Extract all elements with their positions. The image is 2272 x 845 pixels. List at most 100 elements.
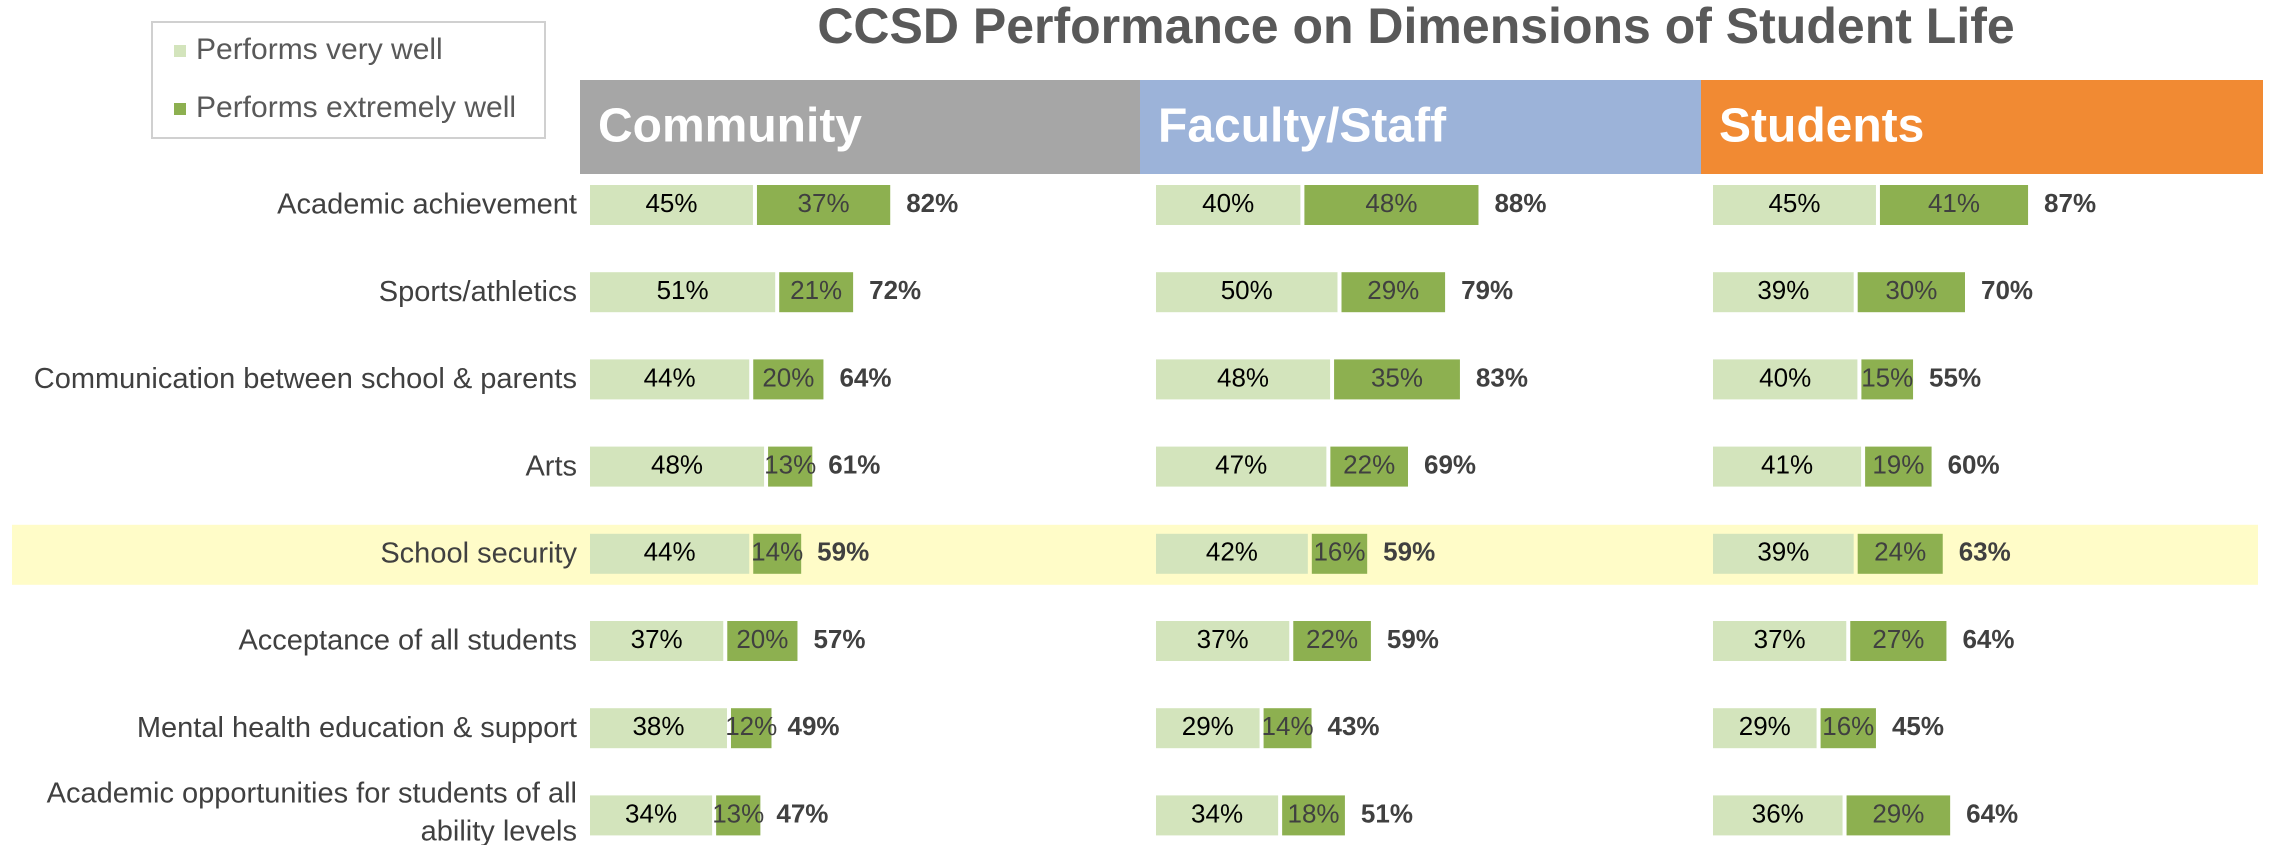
category-label: Mental health education & support xyxy=(137,712,577,744)
category-label: Academic achievement xyxy=(277,189,577,221)
legend-label: Performs very well xyxy=(196,33,443,66)
value-label: 37% xyxy=(1754,624,1806,654)
bar-segment xyxy=(590,708,727,749)
bar-segment xyxy=(1156,621,1290,661)
bar-segment xyxy=(1156,795,1279,836)
value-label: 20% xyxy=(762,362,814,392)
bar-segment xyxy=(1713,795,1843,836)
bar-segment xyxy=(1156,708,1260,749)
bar-segment xyxy=(1713,272,1854,313)
value-label: 47% xyxy=(1215,449,1267,479)
category-label: Arts xyxy=(525,450,577,482)
bar-segment xyxy=(716,795,761,836)
value-label: 44% xyxy=(644,362,696,392)
total-label: 43% xyxy=(1328,711,1380,741)
total-label: 47% xyxy=(776,798,828,828)
value-label: 22% xyxy=(1343,449,1395,479)
bar-segment xyxy=(1330,446,1408,487)
bar-segment xyxy=(1713,621,1847,661)
value-label: 24% xyxy=(1874,537,1926,567)
total-label: 70% xyxy=(1981,275,2033,305)
bar-segment xyxy=(590,621,724,661)
legend-box xyxy=(151,21,546,139)
value-label: 45% xyxy=(645,188,697,218)
bar-segment xyxy=(1865,446,1932,487)
value-label: 21% xyxy=(790,275,842,305)
bar-segment xyxy=(753,359,824,400)
category-label: Communication between school & parents xyxy=(34,363,577,395)
value-label: 15% xyxy=(1861,362,1913,392)
category-label: Academic opportunities for students of a… xyxy=(47,777,577,845)
bar-segment xyxy=(590,185,753,225)
total-label: 82% xyxy=(906,188,958,218)
value-label: 27% xyxy=(1872,624,1924,654)
category-label: School security xyxy=(380,537,577,569)
value-label: 29% xyxy=(1182,711,1234,741)
bar-segment xyxy=(1263,708,1312,749)
bar-segment xyxy=(1156,185,1301,225)
total-label: 64% xyxy=(839,362,891,392)
panel-header xyxy=(1701,80,2263,174)
bar-segment xyxy=(1713,533,1854,574)
bar-segment xyxy=(730,708,772,749)
bar-segment xyxy=(727,621,798,661)
value-label: 42% xyxy=(1206,537,1258,567)
value-label: 14% xyxy=(751,537,803,567)
bar-segment xyxy=(1713,708,1817,749)
value-label: 37% xyxy=(631,624,683,654)
value-label: 48% xyxy=(651,449,703,479)
bar-segment xyxy=(1334,359,1460,400)
value-label: 20% xyxy=(736,624,788,654)
bar-segment xyxy=(1713,185,1876,225)
value-label: 16% xyxy=(1313,537,1365,567)
bar-segment xyxy=(1861,359,1914,400)
total-label: 59% xyxy=(1387,624,1439,654)
bar-segment xyxy=(1820,708,1876,749)
bar-segment xyxy=(768,446,813,487)
value-label: 30% xyxy=(1885,275,1937,305)
bar-segment xyxy=(1857,533,1943,574)
total-label: 79% xyxy=(1461,275,1513,305)
total-label: 87% xyxy=(2044,188,2096,218)
value-label: 48% xyxy=(1217,362,1269,392)
bar-segment xyxy=(590,533,750,574)
total-label: 69% xyxy=(1424,449,1476,479)
bar-segment xyxy=(1156,533,1308,574)
bar-segment xyxy=(1156,272,1338,313)
value-label: 22% xyxy=(1306,624,1358,654)
total-label: 55% xyxy=(1929,362,1981,392)
bar-segment xyxy=(590,795,713,836)
panel-header xyxy=(580,80,1140,174)
bar-segment xyxy=(590,359,750,400)
value-label: 38% xyxy=(632,711,684,741)
total-label: 51% xyxy=(1361,798,1413,828)
value-label: 44% xyxy=(644,537,696,567)
legend-swatch xyxy=(174,45,186,57)
bar-segment xyxy=(590,272,776,313)
bar-segment xyxy=(779,272,854,313)
bar-segment xyxy=(1879,185,2029,225)
value-label: 48% xyxy=(1365,188,1417,218)
value-label: 36% xyxy=(1752,798,1804,828)
total-label: 72% xyxy=(869,275,921,305)
value-label: 40% xyxy=(1202,188,1254,218)
value-label: 41% xyxy=(1761,449,1813,479)
value-label: 34% xyxy=(625,798,677,828)
value-label: 29% xyxy=(1872,798,1924,828)
value-label: 34% xyxy=(1191,798,1243,828)
legend-label: Performs extremely well xyxy=(196,91,516,124)
bar-segment xyxy=(1341,272,1446,313)
bar-segment xyxy=(756,185,891,225)
value-label: 16% xyxy=(1822,711,1874,741)
value-label: 18% xyxy=(1288,798,1340,828)
total-label: 57% xyxy=(813,624,865,654)
value-label: 19% xyxy=(1872,449,1924,479)
value-label: 13% xyxy=(712,798,764,828)
total-label: 59% xyxy=(817,537,869,567)
category-label: Acceptance of all students xyxy=(238,625,577,657)
value-label: 13% xyxy=(764,449,816,479)
value-label: 41% xyxy=(1928,188,1980,218)
panel-title: Students xyxy=(1719,100,1924,153)
value-label: 35% xyxy=(1371,362,1423,392)
